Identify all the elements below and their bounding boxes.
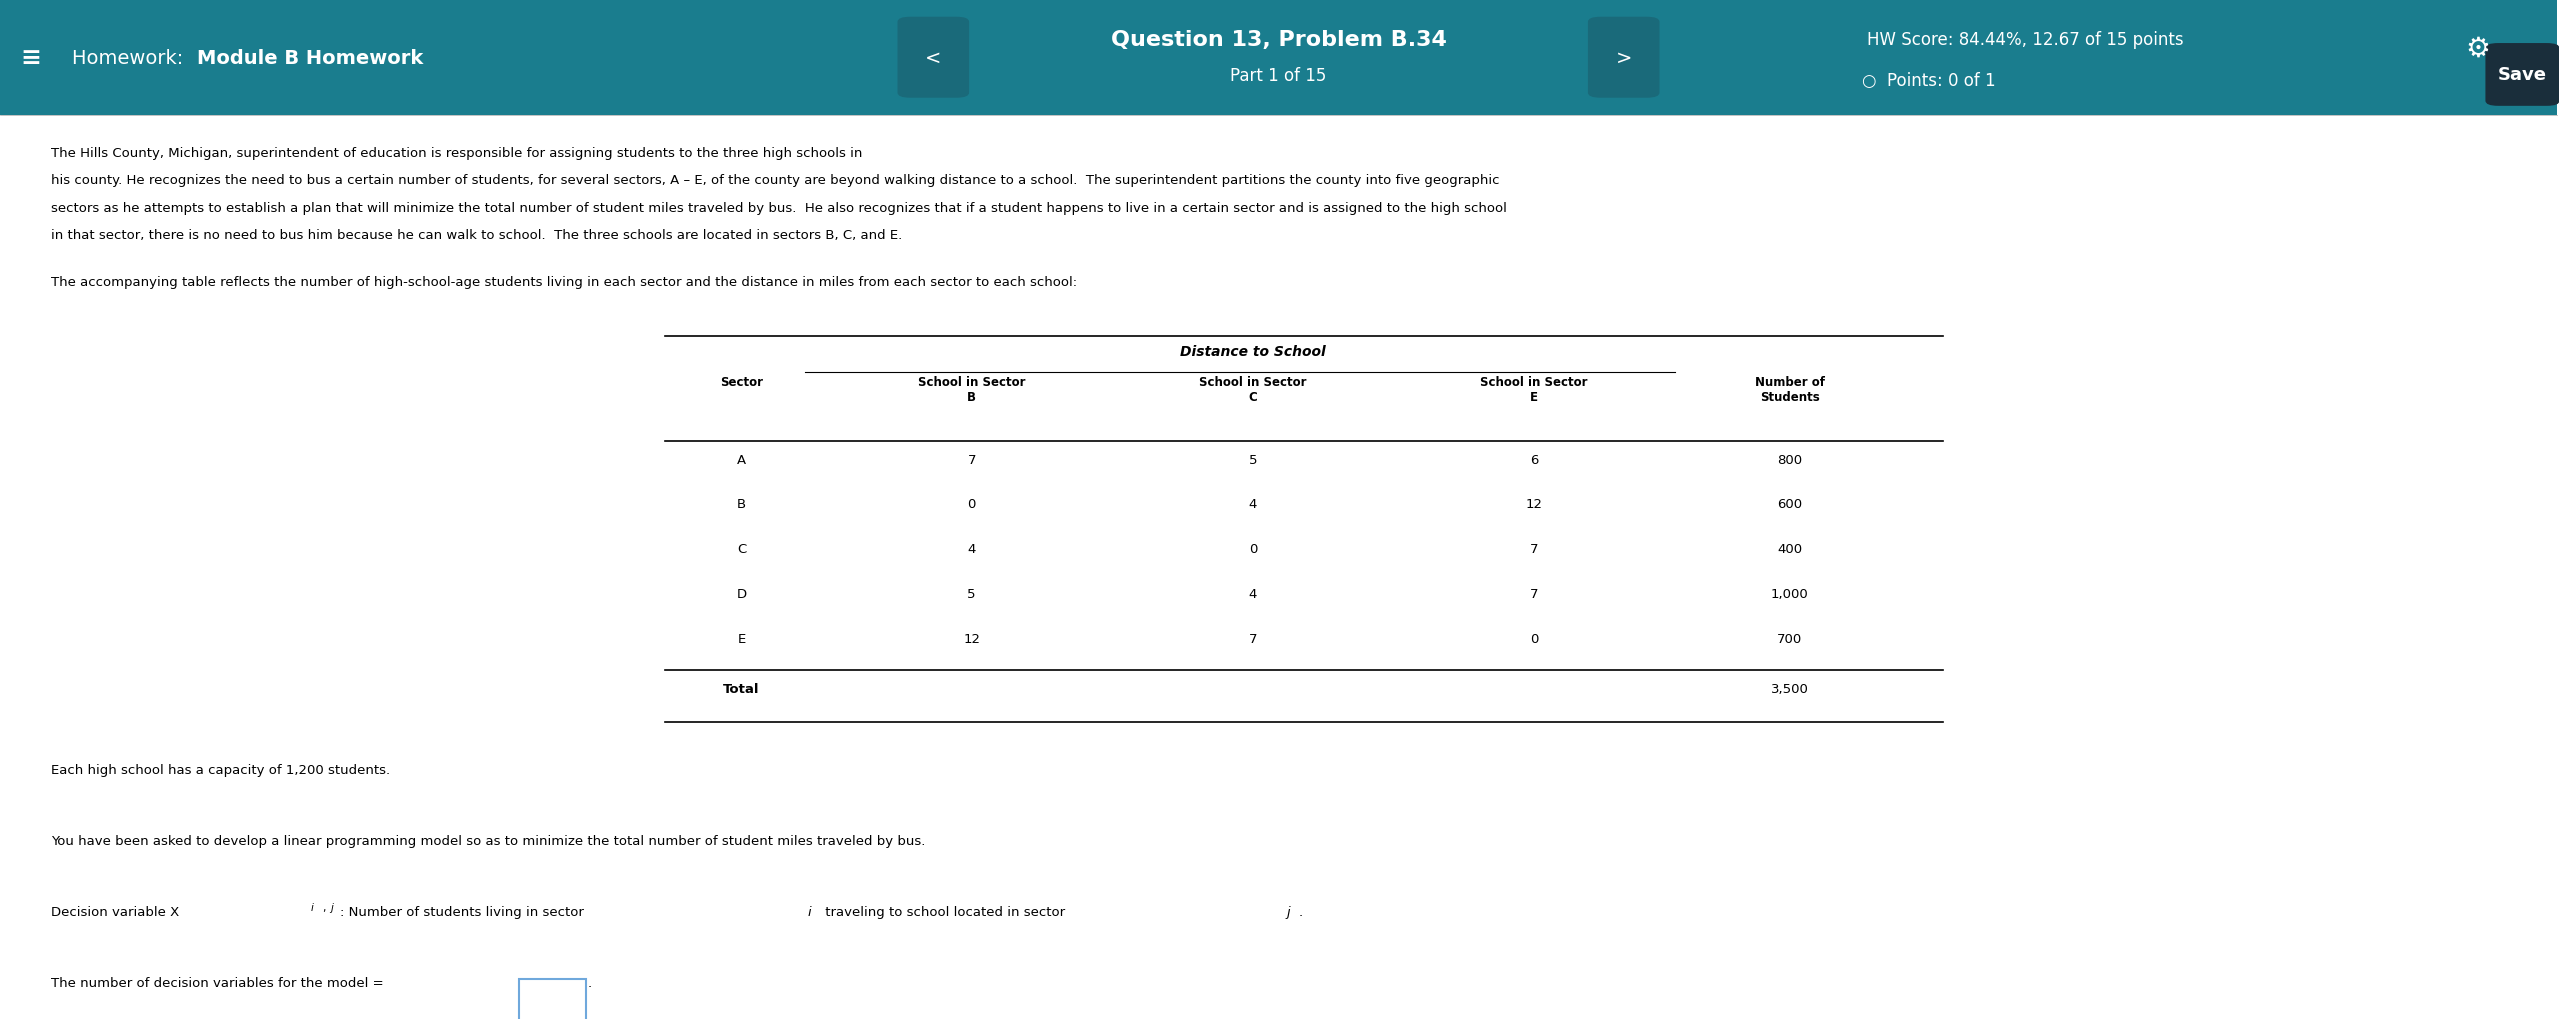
Text: 3,500: 3,500 bbox=[1771, 683, 1809, 695]
Text: Part 1 of 15: Part 1 of 15 bbox=[1231, 67, 1326, 86]
Text: >: > bbox=[1615, 49, 1633, 67]
FancyBboxPatch shape bbox=[898, 17, 970, 99]
Text: 0: 0 bbox=[967, 498, 975, 511]
Text: You have been asked to develop a linear programming model so as to minimize the : You have been asked to develop a linear … bbox=[51, 834, 926, 847]
Text: B: B bbox=[737, 498, 747, 511]
Text: 4: 4 bbox=[1249, 587, 1256, 600]
Text: 6: 6 bbox=[1530, 453, 1538, 467]
Text: 12: 12 bbox=[1525, 498, 1543, 511]
Text: 800: 800 bbox=[1779, 453, 1802, 467]
Text: The accompanying table reflects the number of high-school-age students living in: The accompanying table reflects the numb… bbox=[51, 276, 1077, 289]
Text: 600: 600 bbox=[1779, 498, 1802, 511]
FancyBboxPatch shape bbox=[519, 978, 586, 1019]
Text: his county. He recognizes the need to bus a certain number of students, for seve: his county. He recognizes the need to bu… bbox=[51, 174, 1500, 187]
Text: sectors as he attempts to establish a plan that will minimize the total number o: sectors as he attempts to establish a pl… bbox=[51, 202, 1507, 214]
Text: ≡: ≡ bbox=[20, 46, 41, 70]
FancyBboxPatch shape bbox=[2485, 44, 2559, 107]
Text: 0: 0 bbox=[1530, 632, 1538, 645]
Text: : Number of students living in sector: : Number of students living in sector bbox=[340, 905, 589, 918]
Text: 12: 12 bbox=[962, 632, 980, 645]
Text: 7: 7 bbox=[1530, 543, 1538, 555]
Text: j: j bbox=[330, 902, 333, 912]
Text: Decision variable X: Decision variable X bbox=[51, 905, 179, 918]
Text: School in Sector
E: School in Sector E bbox=[1482, 375, 1589, 404]
Text: 700: 700 bbox=[1779, 632, 1802, 645]
Text: i: i bbox=[310, 902, 315, 912]
Text: 400: 400 bbox=[1779, 543, 1802, 555]
Text: School in Sector
C: School in Sector C bbox=[1200, 375, 1308, 404]
Text: <: < bbox=[926, 49, 942, 67]
Text: E: E bbox=[737, 632, 745, 645]
Text: Sector: Sector bbox=[719, 375, 763, 388]
Text: The Hills County, Michigan, superintendent of education is responsible for assig: The Hills County, Michigan, superintende… bbox=[51, 147, 862, 160]
Text: Question 13, Problem B.34: Question 13, Problem B.34 bbox=[1111, 30, 1446, 50]
Text: 5: 5 bbox=[1249, 453, 1256, 467]
Text: 0: 0 bbox=[1249, 543, 1256, 555]
Text: .: . bbox=[589, 975, 591, 988]
Text: .: . bbox=[1300, 905, 1303, 918]
Text: School in Sector
B: School in Sector B bbox=[919, 375, 1026, 404]
FancyBboxPatch shape bbox=[0, 0, 2556, 116]
Text: D: D bbox=[737, 587, 747, 600]
Text: Each high school has a capacity of 1,200 students.: Each high school has a capacity of 1,200… bbox=[51, 763, 392, 776]
Text: i: i bbox=[809, 905, 811, 918]
Text: ⚙: ⚙ bbox=[2464, 34, 2490, 62]
Text: ○  Points: 0 of 1: ○ Points: 0 of 1 bbox=[1860, 71, 1996, 90]
Text: 5: 5 bbox=[967, 587, 975, 600]
Text: The number of decision variables for the model =: The number of decision variables for the… bbox=[51, 975, 389, 988]
Text: 7: 7 bbox=[967, 453, 975, 467]
Text: traveling to school located in sector: traveling to school located in sector bbox=[821, 905, 1070, 918]
Text: A: A bbox=[737, 453, 747, 467]
Text: Total: Total bbox=[724, 683, 760, 695]
Text: 4: 4 bbox=[967, 543, 975, 555]
Text: HW Score: 84.44%, 12.67 of 15 points: HW Score: 84.44%, 12.67 of 15 points bbox=[1866, 31, 2183, 49]
Text: Module B Homework: Module B Homework bbox=[197, 49, 422, 67]
Text: C: C bbox=[737, 543, 747, 555]
Text: Save: Save bbox=[2498, 66, 2546, 85]
FancyBboxPatch shape bbox=[1589, 17, 1658, 99]
Text: 7: 7 bbox=[1249, 632, 1256, 645]
Text: Distance to School: Distance to School bbox=[1180, 345, 1326, 359]
Text: j: j bbox=[1287, 905, 1290, 918]
Text: in that sector, there is no need to bus him because he can walk to school.  The : in that sector, there is no need to bus … bbox=[51, 228, 903, 242]
Text: 1,000: 1,000 bbox=[1771, 587, 1809, 600]
Text: 7: 7 bbox=[1530, 587, 1538, 600]
Text: Number of
Students: Number of Students bbox=[1755, 375, 1825, 404]
Text: 4: 4 bbox=[1249, 498, 1256, 511]
Text: Homework:: Homework: bbox=[72, 49, 189, 67]
Text: ,: , bbox=[322, 902, 325, 912]
